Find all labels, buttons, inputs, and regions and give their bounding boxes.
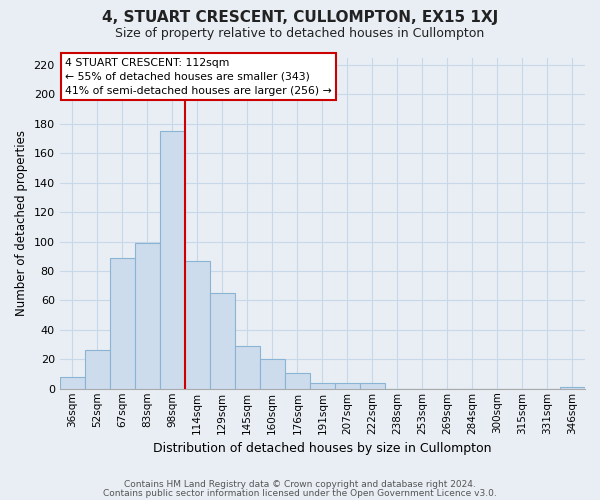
Text: Contains HM Land Registry data © Crown copyright and database right 2024.: Contains HM Land Registry data © Crown c… bbox=[124, 480, 476, 489]
Bar bbox=[160, 131, 185, 389]
Text: 4, STUART CRESCENT, CULLOMPTON, EX15 1XJ: 4, STUART CRESCENT, CULLOMPTON, EX15 1XJ bbox=[102, 10, 498, 25]
Bar bbox=[260, 360, 285, 389]
Bar bbox=[310, 383, 335, 389]
Bar bbox=[185, 260, 210, 389]
Text: 4 STUART CRESCENT: 112sqm
← 55% of detached houses are smaller (343)
41% of semi: 4 STUART CRESCENT: 112sqm ← 55% of detac… bbox=[65, 58, 332, 96]
Text: Contains public sector information licensed under the Open Government Licence v3: Contains public sector information licen… bbox=[103, 488, 497, 498]
Bar bbox=[135, 243, 160, 389]
Bar bbox=[59, 377, 85, 389]
Bar bbox=[285, 372, 310, 389]
Bar bbox=[85, 350, 110, 389]
Bar bbox=[235, 346, 260, 389]
Bar bbox=[560, 388, 585, 389]
Bar bbox=[210, 293, 235, 389]
Bar bbox=[360, 383, 385, 389]
Text: Size of property relative to detached houses in Cullompton: Size of property relative to detached ho… bbox=[115, 28, 485, 40]
X-axis label: Distribution of detached houses by size in Cullompton: Distribution of detached houses by size … bbox=[153, 442, 491, 455]
Bar bbox=[335, 383, 360, 389]
Bar bbox=[110, 258, 135, 389]
Y-axis label: Number of detached properties: Number of detached properties bbox=[15, 130, 28, 316]
